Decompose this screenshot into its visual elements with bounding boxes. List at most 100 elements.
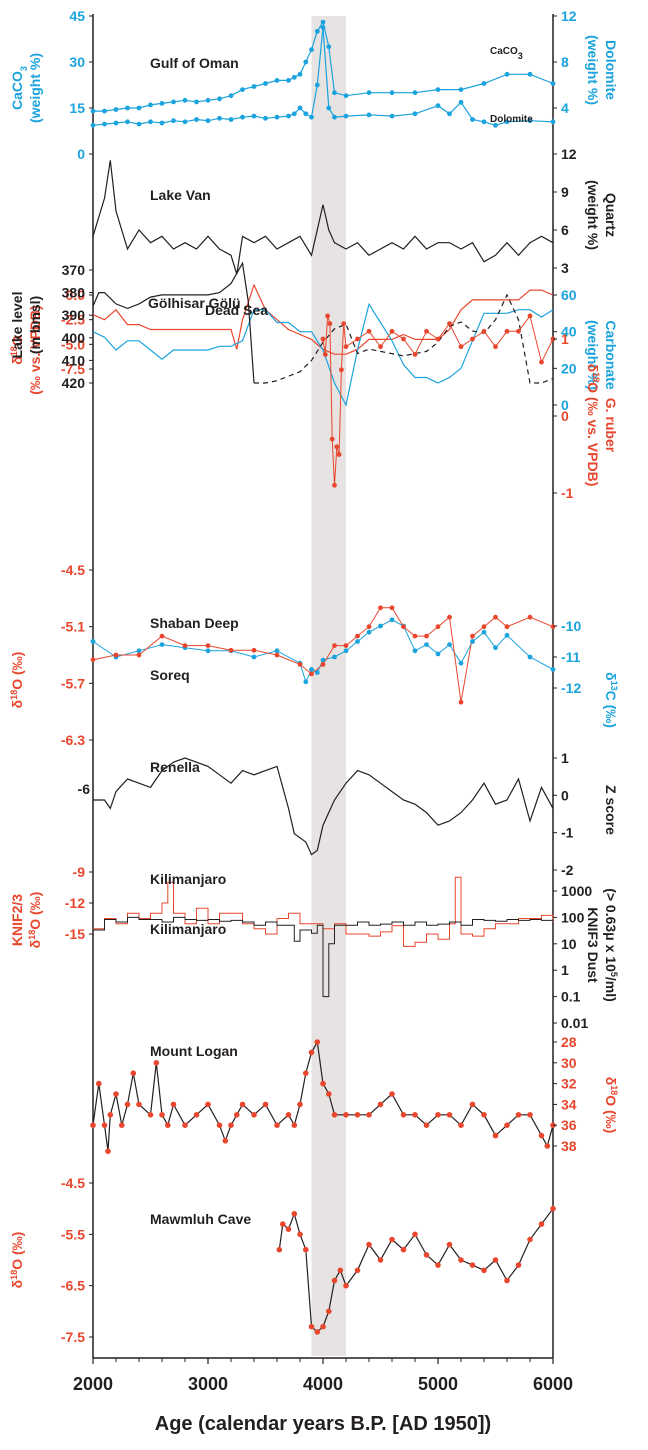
data-point <box>228 93 234 99</box>
data-point <box>378 344 383 350</box>
data-point <box>90 657 96 663</box>
data-point <box>303 679 309 685</box>
tick-label: -5.7 <box>61 675 85 691</box>
data-point <box>251 1112 257 1118</box>
data-point <box>291 1122 298 1128</box>
data-point <box>101 1122 108 1128</box>
data-point <box>308 1049 315 1056</box>
data-point <box>458 1122 464 1128</box>
data-point <box>516 328 521 334</box>
data-point <box>355 336 360 342</box>
tick-label: -15 <box>65 926 85 942</box>
panel-title-kilimanjaro-2: Kilimanjaro <box>150 921 226 937</box>
data-point <box>481 1112 487 1118</box>
data-point <box>119 1122 125 1128</box>
data-point <box>538 1221 545 1227</box>
data-point <box>527 1112 533 1118</box>
tick-label: 8 <box>561 54 569 70</box>
tick-label: -2 <box>561 862 574 878</box>
data-point <box>205 648 211 654</box>
data-point <box>291 111 297 117</box>
kili-left-axis-label: δ18O (‰) <box>27 892 43 949</box>
data-point <box>159 101 165 106</box>
data-point <box>90 639 96 644</box>
data-point <box>435 87 441 92</box>
tick-label: -9 <box>73 864 86 880</box>
tick-label: 390 <box>62 307 86 323</box>
data-point <box>470 336 475 342</box>
data-point <box>303 59 309 65</box>
tick-label: 45 <box>69 8 85 24</box>
data-point <box>527 118 533 124</box>
data-point <box>251 84 257 89</box>
data-point <box>171 118 176 124</box>
data-point <box>320 1323 326 1330</box>
data-point <box>320 662 326 667</box>
dust-axis-label: KNIF3 Dust <box>585 907 601 983</box>
tick-label: 0 <box>77 146 85 162</box>
tick-label: 0.0 <box>66 287 86 303</box>
panel-title-van: Lake Van <box>150 187 211 203</box>
tick-label: 3 <box>561 260 569 276</box>
x-tick-label: 2000 <box>73 1374 113 1394</box>
tick-label: -2.5 <box>61 312 85 328</box>
data-point <box>470 633 475 639</box>
carbonate-axis-label: (weight %) <box>585 320 601 390</box>
data-point <box>389 1236 395 1243</box>
data-point <box>303 1070 309 1076</box>
data-point <box>377 1101 384 1108</box>
data-point <box>286 78 291 83</box>
lake-level-axis-label: Lake level <box>9 292 25 359</box>
data-point <box>493 645 498 651</box>
panel-title-renella: Renella <box>150 759 200 775</box>
data-point <box>332 114 337 120</box>
data-point <box>400 1112 407 1118</box>
data-point <box>354 1267 361 1274</box>
data-point <box>412 633 418 639</box>
tick-label: 38 <box>561 1138 577 1154</box>
data-point <box>303 1246 309 1253</box>
data-point <box>366 112 372 118</box>
data-point <box>389 113 395 119</box>
data-point <box>343 344 349 350</box>
data-point <box>504 119 510 125</box>
data-point <box>331 1277 338 1284</box>
data-point <box>251 113 257 119</box>
tick-label: 370 <box>62 262 86 278</box>
golhisar-left-axis-label: (‰ vs. VPDB) <box>27 305 43 394</box>
data-point <box>515 1262 522 1268</box>
data-point <box>182 119 188 125</box>
tick-label: -4.5 <box>61 1175 85 1191</box>
data-point <box>527 614 533 620</box>
tick-label: 34 <box>561 1096 577 1112</box>
data-point <box>423 1252 430 1258</box>
golhisar-left-axis-label: δ18O <box>9 335 25 365</box>
data-point <box>320 25 326 30</box>
data-point <box>435 103 441 109</box>
data-point <box>96 1080 102 1087</box>
data-point <box>339 367 344 373</box>
shaban-axis-label: δ18O (‰ vs. VPDB) <box>585 364 601 487</box>
panel-title-deadsea: Dead Sea <box>205 302 268 318</box>
data-point <box>136 648 142 654</box>
data-point <box>105 1148 111 1154</box>
data-point <box>326 1091 332 1097</box>
tick-label: 100 <box>561 909 585 925</box>
data-point <box>504 632 510 638</box>
data-point <box>280 1221 286 1227</box>
data-point <box>325 313 330 319</box>
data-point <box>446 1112 453 1118</box>
data-point <box>262 1101 269 1108</box>
data-point <box>182 643 188 648</box>
data-point <box>366 90 372 96</box>
golhisar-d18o-line <box>92 283 554 355</box>
panel-title-shaban: Shaban Deep <box>150 615 239 631</box>
data-point <box>314 28 320 34</box>
data-point <box>136 1101 142 1108</box>
data-point <box>274 114 280 120</box>
data-point <box>251 647 257 653</box>
data-point <box>102 108 107 114</box>
data-point <box>136 121 142 127</box>
data-point <box>320 657 326 663</box>
data-point <box>205 643 211 648</box>
